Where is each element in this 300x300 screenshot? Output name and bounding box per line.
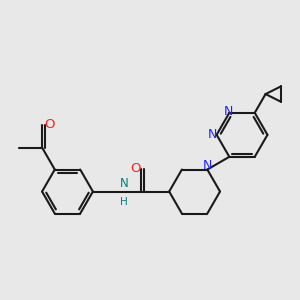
- Text: H: H: [120, 196, 128, 207]
- Text: N: N: [120, 176, 128, 190]
- Text: O: O: [44, 118, 54, 131]
- Text: N: N: [203, 159, 212, 172]
- Text: O: O: [130, 162, 141, 175]
- Text: N: N: [207, 128, 217, 141]
- Text: N: N: [224, 105, 233, 118]
